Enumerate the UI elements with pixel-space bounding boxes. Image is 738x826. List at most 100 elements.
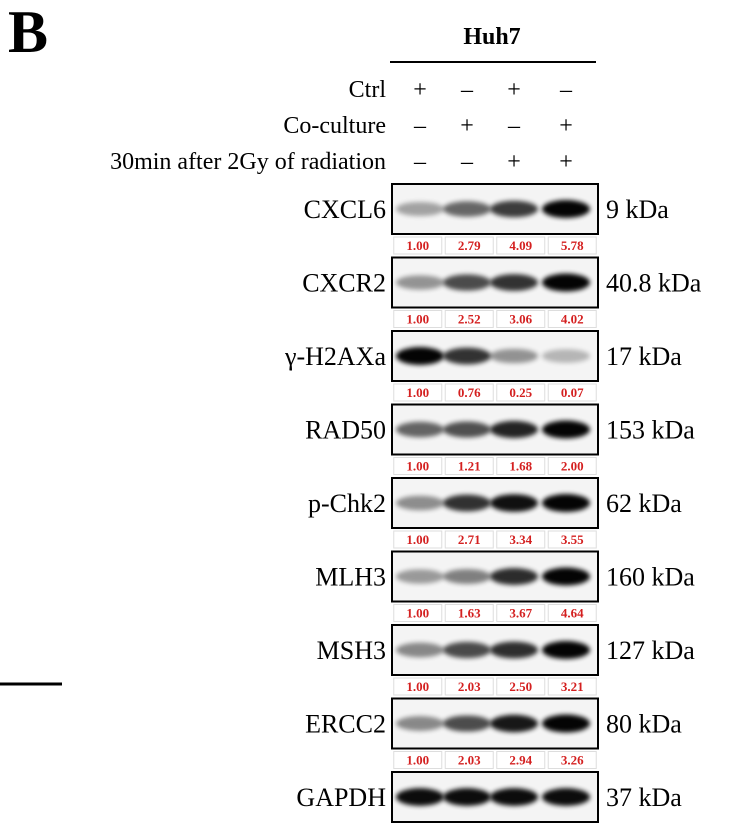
quant-box xyxy=(547,383,597,402)
condition-sign: – xyxy=(460,77,474,103)
quantification: 2.00 xyxy=(561,459,584,474)
band xyxy=(490,641,538,659)
band xyxy=(542,273,590,292)
quant-box xyxy=(496,457,546,475)
protein-name: CXCL6 xyxy=(304,195,386,224)
band xyxy=(490,274,538,291)
band xyxy=(490,494,538,512)
quantification: 3.34 xyxy=(509,532,532,547)
quantification: 2.03 xyxy=(458,753,481,768)
quant-box xyxy=(444,383,494,402)
quant-box xyxy=(444,310,494,328)
quant-box xyxy=(393,457,443,475)
cell-line: Huh7 xyxy=(463,24,520,50)
quantification: 3.26 xyxy=(561,753,584,768)
condition-sign: – xyxy=(460,149,474,175)
band xyxy=(490,200,538,218)
molecular-weight: 40.8 kDa xyxy=(606,269,702,298)
quantification: 1.21 xyxy=(458,459,481,474)
condition-sign: – xyxy=(559,77,573,103)
quantification: 1.63 xyxy=(458,606,481,621)
quantification: 1.00 xyxy=(406,753,429,768)
band xyxy=(542,788,590,806)
molecular-weight: 80 kDa xyxy=(606,710,682,739)
condition-sign: + xyxy=(507,149,521,175)
quant-box xyxy=(496,310,546,328)
condition-sign: + xyxy=(559,149,573,175)
quantification: 3.55 xyxy=(561,532,584,547)
quantification: 1.00 xyxy=(406,238,429,253)
condition-sign: + xyxy=(460,113,474,139)
quant-box xyxy=(547,677,597,696)
quant-box xyxy=(547,236,597,255)
band xyxy=(396,347,444,365)
condition-label: 30min after 2Gy of radiation xyxy=(110,149,386,175)
quant-box xyxy=(547,310,597,328)
band xyxy=(443,347,491,365)
band xyxy=(396,569,444,584)
quant-box xyxy=(444,677,494,696)
band xyxy=(542,200,590,218)
band xyxy=(490,420,538,439)
quantification: 4.09 xyxy=(509,238,532,253)
quant-box xyxy=(444,751,494,769)
quantification: 1.00 xyxy=(406,532,429,547)
quantification: 5.78 xyxy=(561,238,584,253)
band xyxy=(443,201,491,217)
quant-box xyxy=(496,677,546,696)
molecular-weight: 62 kDa xyxy=(606,489,682,518)
quant-box xyxy=(547,604,597,622)
band xyxy=(443,421,491,438)
protein-name: γ-H2AXa xyxy=(284,342,386,371)
quant-box xyxy=(444,457,494,475)
quant-box xyxy=(444,604,494,622)
band xyxy=(396,421,444,438)
quantification: 2.03 xyxy=(458,679,481,694)
quantification: 1.00 xyxy=(406,679,429,694)
protein-name: CXCR2 xyxy=(302,269,386,298)
band xyxy=(542,494,590,512)
quant-box xyxy=(393,383,443,402)
quantification: 2.52 xyxy=(458,312,481,327)
quant-box xyxy=(393,236,443,255)
band xyxy=(443,641,491,659)
condition-sign: + xyxy=(413,77,427,103)
protein-name: MSH3 xyxy=(317,636,386,665)
quantification: 1.00 xyxy=(406,459,429,474)
quant-box xyxy=(393,751,443,769)
quantification: 0.25 xyxy=(509,385,532,400)
band xyxy=(490,788,538,806)
band xyxy=(396,716,444,731)
quantification: 1.00 xyxy=(406,606,429,621)
quantification: 1.00 xyxy=(406,385,429,400)
band xyxy=(490,568,538,585)
condition-sign: – xyxy=(507,113,521,139)
quantification: 3.67 xyxy=(509,606,532,621)
quant-box xyxy=(393,530,443,549)
quant-box xyxy=(496,383,546,402)
quant-box xyxy=(547,457,597,475)
band xyxy=(490,714,538,733)
quant-box xyxy=(496,530,546,549)
quantification: 1.00 xyxy=(406,312,429,327)
quant-box xyxy=(444,530,494,549)
quantification: 4.64 xyxy=(561,606,584,621)
protein-name: ERCC2 xyxy=(305,710,386,739)
band xyxy=(396,788,444,806)
protein-name: GAPDH xyxy=(296,783,386,812)
quantification: 1.68 xyxy=(509,459,532,474)
band xyxy=(443,788,491,806)
quantification: 2.79 xyxy=(458,238,481,253)
band xyxy=(396,495,444,511)
condition-sign: – xyxy=(413,149,427,175)
condition-label: Ctrl xyxy=(349,77,387,103)
band xyxy=(396,275,444,290)
quant-box xyxy=(393,604,443,622)
molecular-weight: 127 kDa xyxy=(606,636,695,665)
band xyxy=(396,201,444,217)
condition-sign: + xyxy=(507,77,521,103)
panel-label: B xyxy=(8,0,48,65)
protein-name: p-Chk2 xyxy=(308,489,386,518)
band xyxy=(542,567,590,586)
